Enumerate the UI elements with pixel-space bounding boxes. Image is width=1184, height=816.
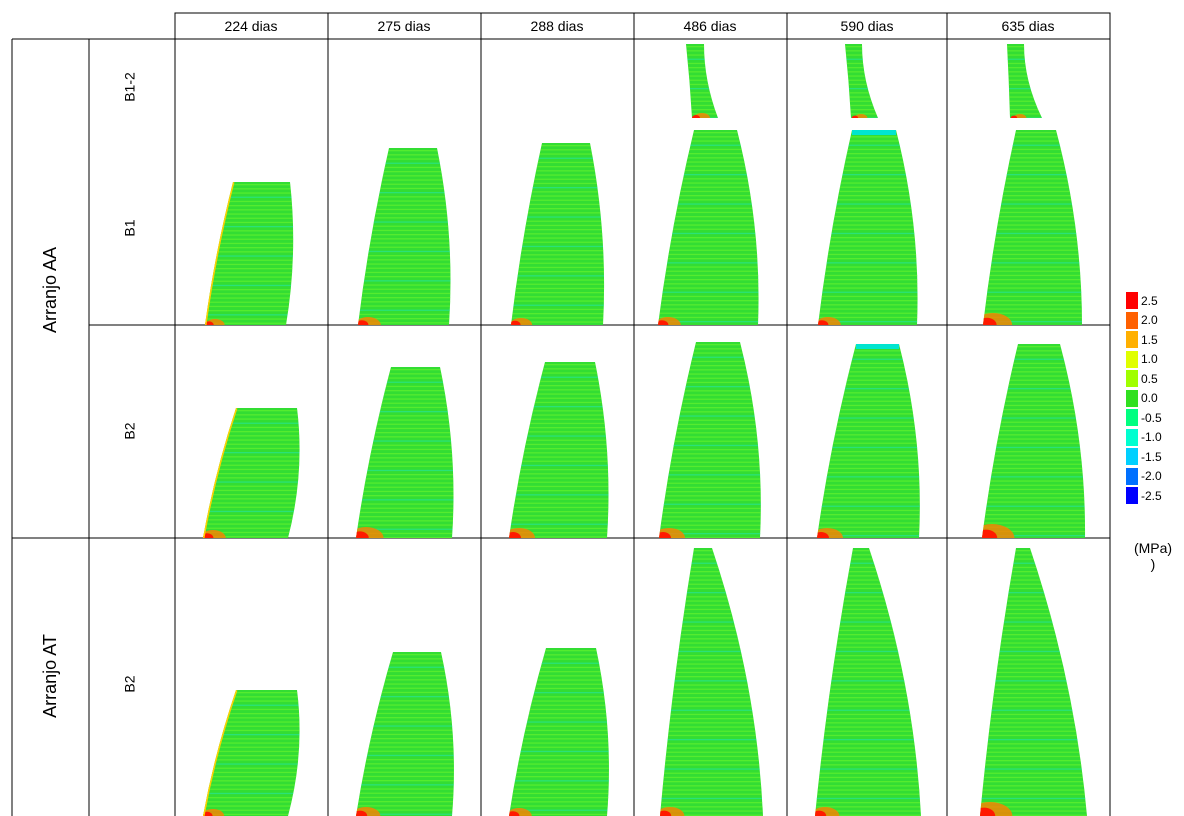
legend-entry: 2.5 — [1126, 292, 1158, 309]
legend-value: -1.5 — [1141, 449, 1162, 464]
group-label-arranjo-at: Arranjo AT — [40, 634, 60, 718]
legend-swatch — [1126, 389, 1138, 407]
column-header-288: 288 dias — [531, 18, 584, 34]
row-label-at-b2: B2 — [122, 675, 138, 692]
contour-at-b2-590 — [815, 548, 921, 816]
legend-value: 0.0 — [1141, 391, 1158, 405]
contour-aa-b2-486 — [659, 342, 761, 538]
contour-at-b2-275 — [356, 652, 454, 816]
legend-value: -1.0 — [1141, 430, 1162, 444]
legend-swatch — [1126, 350, 1138, 368]
contour-aa-b1-635 — [983, 130, 1082, 325]
legend-entry: 0.0 — [1126, 389, 1158, 407]
legend-entry: -2.0 — [1126, 467, 1162, 485]
contour-aa-b1-2-635 — [1007, 44, 1042, 118]
legend-swatch — [1126, 331, 1138, 348]
contour-aa-b1-2-486 — [686, 44, 718, 118]
legend-value: -2.0 — [1141, 469, 1162, 483]
contour-aa-b2-224 — [203, 408, 300, 538]
contour-aa-b1-486 — [658, 130, 759, 325]
column-header-590: 590 dias — [841, 18, 894, 34]
contour-aa-b2-288 — [509, 362, 609, 538]
row-label-b2: B2 — [122, 422, 138, 439]
legend-unit-line2: ) — [1150, 556, 1156, 572]
column-header-635: 635 dias — [1002, 18, 1055, 34]
legend-swatch — [1126, 409, 1138, 426]
column-header-275: 275 dias — [378, 18, 431, 34]
contour-aa-b2-635 — [982, 344, 1086, 538]
legend-value: 2.0 — [1141, 313, 1158, 327]
legend-entry: 1.0 — [1126, 350, 1158, 368]
contour-at-b2-635 — [980, 548, 1087, 816]
legend-value: 0.5 — [1141, 371, 1158, 386]
legend-entry: -2.5 — [1126, 487, 1162, 504]
legend-swatch — [1126, 487, 1138, 504]
legend-value: 1.5 — [1141, 332, 1158, 347]
legend-swatch — [1126, 428, 1138, 446]
legend-entry: -0.5 — [1126, 409, 1162, 426]
contour-aa-b1-224 — [205, 182, 294, 325]
legend-entry: 1.5 — [1126, 331, 1158, 348]
legend-entry: -1.0 — [1126, 428, 1162, 446]
contour-aa-b2-590 — [817, 344, 920, 538]
legend-swatch — [1126, 311, 1138, 329]
legend-value: 2.5 — [1141, 293, 1158, 308]
group-label-arranjo-aa: Arranjo AA — [40, 247, 60, 333]
row-label-b1: B1 — [122, 219, 138, 236]
contour-aa-b1-2-590 — [845, 44, 878, 118]
legend-entry: 2.0 — [1126, 311, 1158, 329]
legend-swatch — [1126, 448, 1138, 465]
column-header-224: 224 dias — [225, 18, 278, 34]
legend-value: -0.5 — [1141, 410, 1162, 425]
contour-at-b2-288 — [509, 648, 609, 816]
contour-aa-b1-288 — [511, 143, 605, 325]
legend-entry: 0.5 — [1126, 370, 1158, 387]
column-headers: 224 dias 275 dias 288 dias 486 dias 590 … — [174, 12, 1111, 40]
legend-unit-line1: (MPa) — [1133, 540, 1173, 556]
legend-value: -2.5 — [1141, 488, 1162, 503]
contour-aa-b1-590 — [818, 130, 918, 325]
column-header-486: 486 dias — [684, 18, 737, 34]
contour-at-b2-224 — [203, 690, 300, 816]
legend-swatch — [1126, 467, 1138, 485]
legend-swatch — [1126, 370, 1138, 387]
contour-aa-b2-275 — [356, 367, 454, 538]
legend-value: 1.0 — [1141, 352, 1158, 366]
legend-unit: (MPa) ) — [1122, 540, 1184, 572]
legend-swatch — [1126, 292, 1138, 309]
contour-shapes — [203, 44, 1087, 816]
legend-entry: -1.5 — [1126, 448, 1162, 465]
contour-aa-b1-275 — [358, 148, 451, 325]
row-label-b1-2: B1-2 — [122, 72, 138, 102]
contour-at-b2-486 — [660, 548, 763, 816]
